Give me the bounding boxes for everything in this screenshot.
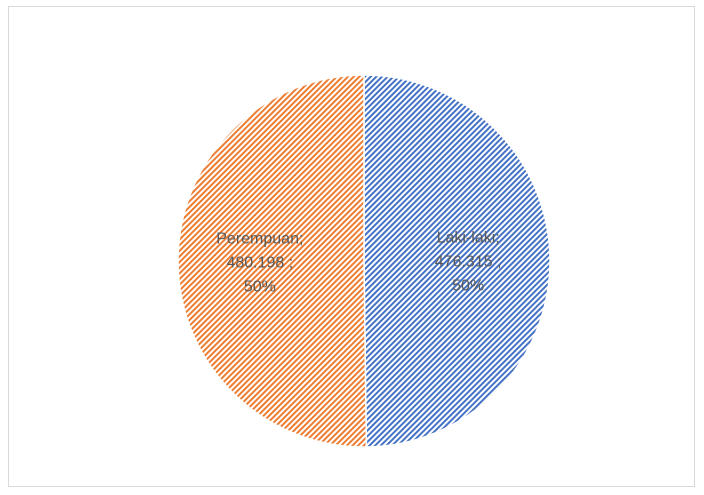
data-label-line: 50% [452, 277, 484, 294]
data-label-line: Laki-laki; [437, 229, 500, 246]
data-label-perempuan: Perempuan; 480.198 ; 50% [216, 231, 303, 296]
data-label-line: 50% [244, 279, 276, 296]
pie-chart: Laki-laki; 476.315 ; 50% Perempuan; 480.198 … [177, 74, 551, 448]
data-label-line: 476.315 ; [435, 253, 502, 270]
data-label-line: Perempuan; [216, 231, 303, 248]
chart-area: Laki-laki; 476.315 ; 50% Perempuan; 480.198 … [8, 6, 695, 487]
data-label-line: 480.198 ; [226, 255, 293, 272]
pie-slice-laki-laki [363, 74, 551, 448]
pie-slice-perempuan [177, 74, 368, 448]
data-label-laki-laki: Laki-laki; 476.315 ; 50% [435, 229, 502, 294]
